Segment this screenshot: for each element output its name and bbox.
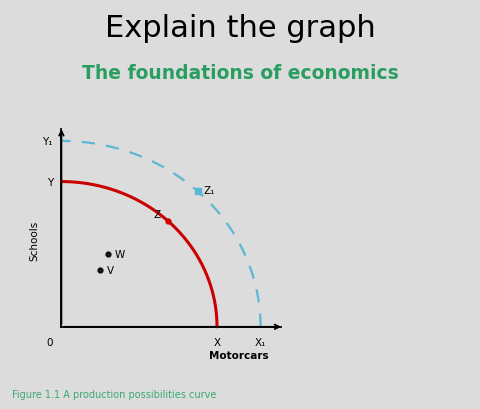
Text: 0: 0 — [46, 337, 53, 347]
Text: Explain the graph: Explain the graph — [105, 14, 375, 43]
Text: The foundations of economics: The foundations of economics — [82, 63, 398, 82]
Text: W: W — [114, 249, 124, 260]
Text: Y₁: Y₁ — [42, 137, 53, 146]
Text: Figure 1.1 A production possibilities curve: Figure 1.1 A production possibilities cu… — [12, 389, 216, 399]
Text: X₁: X₁ — [254, 337, 266, 347]
Text: V: V — [106, 265, 113, 276]
Text: X: X — [213, 337, 220, 347]
Text: Y: Y — [47, 177, 53, 187]
Text: Z₁: Z₁ — [204, 185, 215, 196]
Text: Motorcars: Motorcars — [208, 350, 268, 360]
Text: Z: Z — [153, 209, 160, 219]
Text: Schools: Schools — [29, 220, 39, 260]
